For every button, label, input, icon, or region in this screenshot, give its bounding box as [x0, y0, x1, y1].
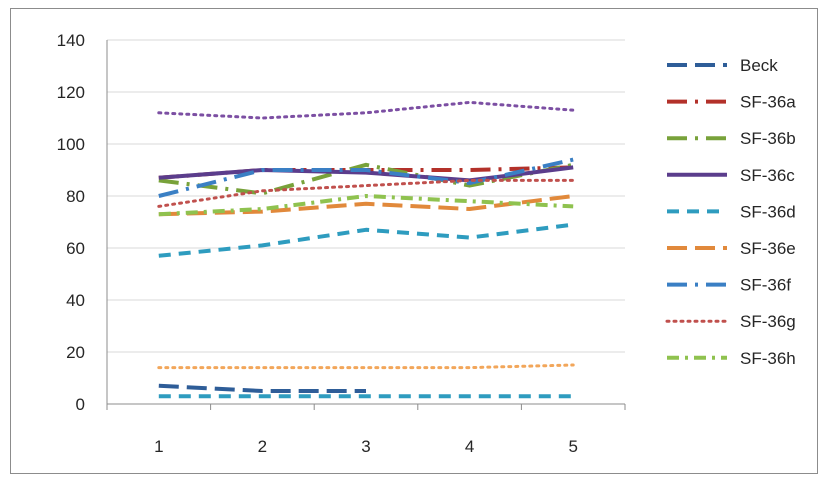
y-tick-label: 0 — [76, 395, 85, 414]
legend-label-sf-36f: SF-36f — [740, 276, 791, 295]
x-tick-label: 4 — [465, 437, 474, 456]
legend-label-sf-36c: SF-36c — [740, 166, 795, 185]
y-tick-label: 60 — [66, 239, 85, 258]
x-tick-label: 1 — [154, 437, 163, 456]
y-tick-label: 80 — [66, 187, 85, 206]
legend-label-sf-36d: SF-36d — [740, 202, 796, 221]
series-line-sf-36b — [158, 162, 574, 196]
series-line-sf-36c — [158, 165, 574, 183]
x-tick-label: 2 — [258, 437, 267, 456]
x-tick-label: 5 — [568, 437, 577, 456]
series-line-unlabeled-9 — [157, 100, 575, 120]
series-line-sf-36d — [158, 222, 574, 258]
legend-label-sf-36g: SF-36g — [740, 312, 796, 331]
legend-label-sf-36b: SF-36b — [740, 129, 796, 148]
y-tick-label: 100 — [57, 135, 85, 154]
legend-label-sf-36h: SF-36h — [740, 349, 796, 368]
y-tick-label: 40 — [66, 291, 85, 310]
series-line-sf-36e — [158, 194, 574, 217]
y-tick-label: 20 — [66, 343, 85, 362]
line-chart: 0 20 40 60 80 100 120 140 1 2 3 4 5 Beck SF-36a SF-36b S… — [57, 31, 797, 456]
series-line-unlabeled-10 — [157, 363, 575, 370]
legend-label-sf-36a: SF-36a — [740, 93, 796, 112]
legend-label-beck: Beck — [740, 56, 778, 75]
series-line-sf-36f — [158, 157, 574, 198]
x-tick-label: 3 — [361, 437, 370, 456]
series-line-sf-36g — [157, 178, 575, 208]
y-tick-label: 140 — [57, 31, 85, 50]
series-line-sf-36h — [158, 194, 574, 217]
series-line-beck — [158, 383, 366, 393]
chart-frame: 0 20 40 60 80 100 120 140 1 2 3 4 5 Beck SF-36a SF-36b S… — [10, 8, 818, 474]
y-tick-label: 120 — [57, 83, 85, 102]
legend-label-sf-36e: SF-36e — [740, 239, 796, 258]
